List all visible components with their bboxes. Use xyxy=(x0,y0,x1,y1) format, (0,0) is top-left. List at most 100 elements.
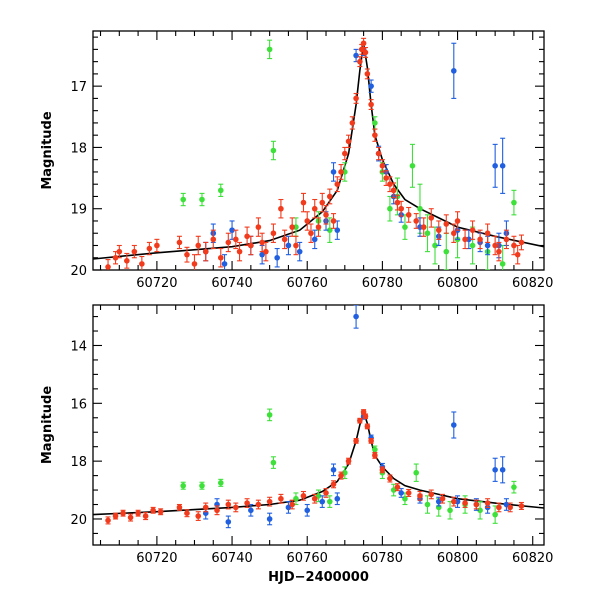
data-point-green xyxy=(511,484,517,490)
y-tick-label: 20 xyxy=(70,264,87,279)
data-point-red xyxy=(518,503,525,509)
data-point-red xyxy=(120,510,126,516)
data-point-red xyxy=(469,227,476,233)
data-point-red xyxy=(184,510,190,516)
data-point-green xyxy=(402,224,408,230)
data-point-blue xyxy=(451,422,457,428)
data-point-red xyxy=(334,181,341,188)
data-point-red xyxy=(387,475,393,482)
data-point-red xyxy=(319,199,326,206)
data-point-red xyxy=(154,242,160,249)
data-point-red xyxy=(244,500,250,506)
x-tick-label: 60720 xyxy=(136,551,177,566)
data-point-red xyxy=(330,218,337,224)
data-point-blue xyxy=(499,467,506,473)
data-point-blue xyxy=(330,169,337,175)
data-point-red xyxy=(255,501,262,508)
data-point-red xyxy=(514,251,521,258)
data-point-red xyxy=(263,248,269,255)
data-point-red xyxy=(300,199,307,206)
data-point-red xyxy=(259,239,265,246)
series-red xyxy=(105,409,525,525)
data-point-blue xyxy=(484,242,491,249)
data-layer xyxy=(93,305,544,529)
data-point-blue xyxy=(296,248,303,255)
x-tick-label: 60720 xyxy=(136,276,177,291)
data-point-red xyxy=(477,236,483,243)
data-point-green xyxy=(270,147,277,154)
data-point-red xyxy=(360,409,367,415)
data-point-red xyxy=(357,58,363,65)
data-point-blue xyxy=(229,227,235,233)
data-point-red xyxy=(462,500,468,506)
data-point-red xyxy=(293,242,299,249)
data-point-red xyxy=(244,233,250,240)
data-point-red xyxy=(176,239,183,246)
y-tick-label: 16 xyxy=(70,397,87,412)
data-point-blue xyxy=(259,251,265,258)
data-point-red xyxy=(112,254,119,261)
data-point-blue xyxy=(225,519,232,525)
data-point-red xyxy=(462,236,468,243)
data-point-red xyxy=(511,242,517,249)
data-point-green xyxy=(499,261,506,267)
data-point-red xyxy=(176,504,183,511)
data-point-red xyxy=(439,495,446,502)
data-point-blue xyxy=(368,83,374,89)
series-green xyxy=(180,408,517,524)
data-point-red xyxy=(236,248,243,255)
x-tick-label: 60760 xyxy=(287,551,328,566)
data-point-red xyxy=(398,205,404,212)
data-point-green xyxy=(266,412,273,418)
panel-bottom: 60720 60740 60760 60780 60800 60820 14 16 18 20 Ma… xyxy=(40,304,553,585)
x-tick-label: 60740 xyxy=(211,551,252,566)
data-point-blue xyxy=(266,516,273,522)
y-tick-label: 14 xyxy=(70,339,87,354)
data-point-green xyxy=(511,199,517,206)
data-point-red xyxy=(311,495,318,502)
data-point-blue xyxy=(274,254,280,261)
data-point-red xyxy=(420,224,427,230)
data-point-red xyxy=(413,218,420,224)
x-tick-label: 60800 xyxy=(437,276,478,291)
data-point-red xyxy=(233,236,239,243)
data-point-red xyxy=(281,236,288,243)
data-point-red xyxy=(405,212,412,218)
data-point-red xyxy=(428,491,435,498)
data-point-green xyxy=(372,446,378,453)
data-point-red xyxy=(146,245,153,252)
x-tick-label: 60760 xyxy=(287,276,328,291)
data-point-red xyxy=(157,508,164,515)
series-blue xyxy=(202,305,510,529)
data-point-red xyxy=(278,495,284,502)
data-point-red xyxy=(454,218,461,224)
data-point-red xyxy=(349,120,356,126)
data-point-green xyxy=(266,46,273,53)
data-point-red xyxy=(202,504,209,511)
data-point-blue xyxy=(398,490,404,496)
data-point-red xyxy=(364,71,371,77)
data-point-red xyxy=(375,150,382,157)
data-point-red xyxy=(473,501,480,508)
data-point-red xyxy=(417,493,423,499)
data-point-red xyxy=(368,438,374,444)
data-point-red xyxy=(195,242,202,249)
data-point-green xyxy=(409,163,416,169)
data-point-red xyxy=(353,95,359,102)
data-point-green xyxy=(413,469,420,476)
x-axis-label: HJD−2400000 xyxy=(268,570,369,585)
data-point-red xyxy=(503,236,510,243)
data-point-red xyxy=(372,452,378,459)
x-tick-label: 60780 xyxy=(362,276,403,291)
data-point-red xyxy=(112,513,119,519)
data-point-red xyxy=(507,504,513,511)
data-point-red xyxy=(315,224,322,230)
data-point-red xyxy=(191,261,198,267)
data-point-red xyxy=(248,242,254,249)
data-point-blue xyxy=(492,163,498,169)
data-point-red xyxy=(124,258,130,264)
series-red xyxy=(105,37,525,270)
data-point-green xyxy=(417,205,423,212)
data-point-red xyxy=(225,501,232,508)
